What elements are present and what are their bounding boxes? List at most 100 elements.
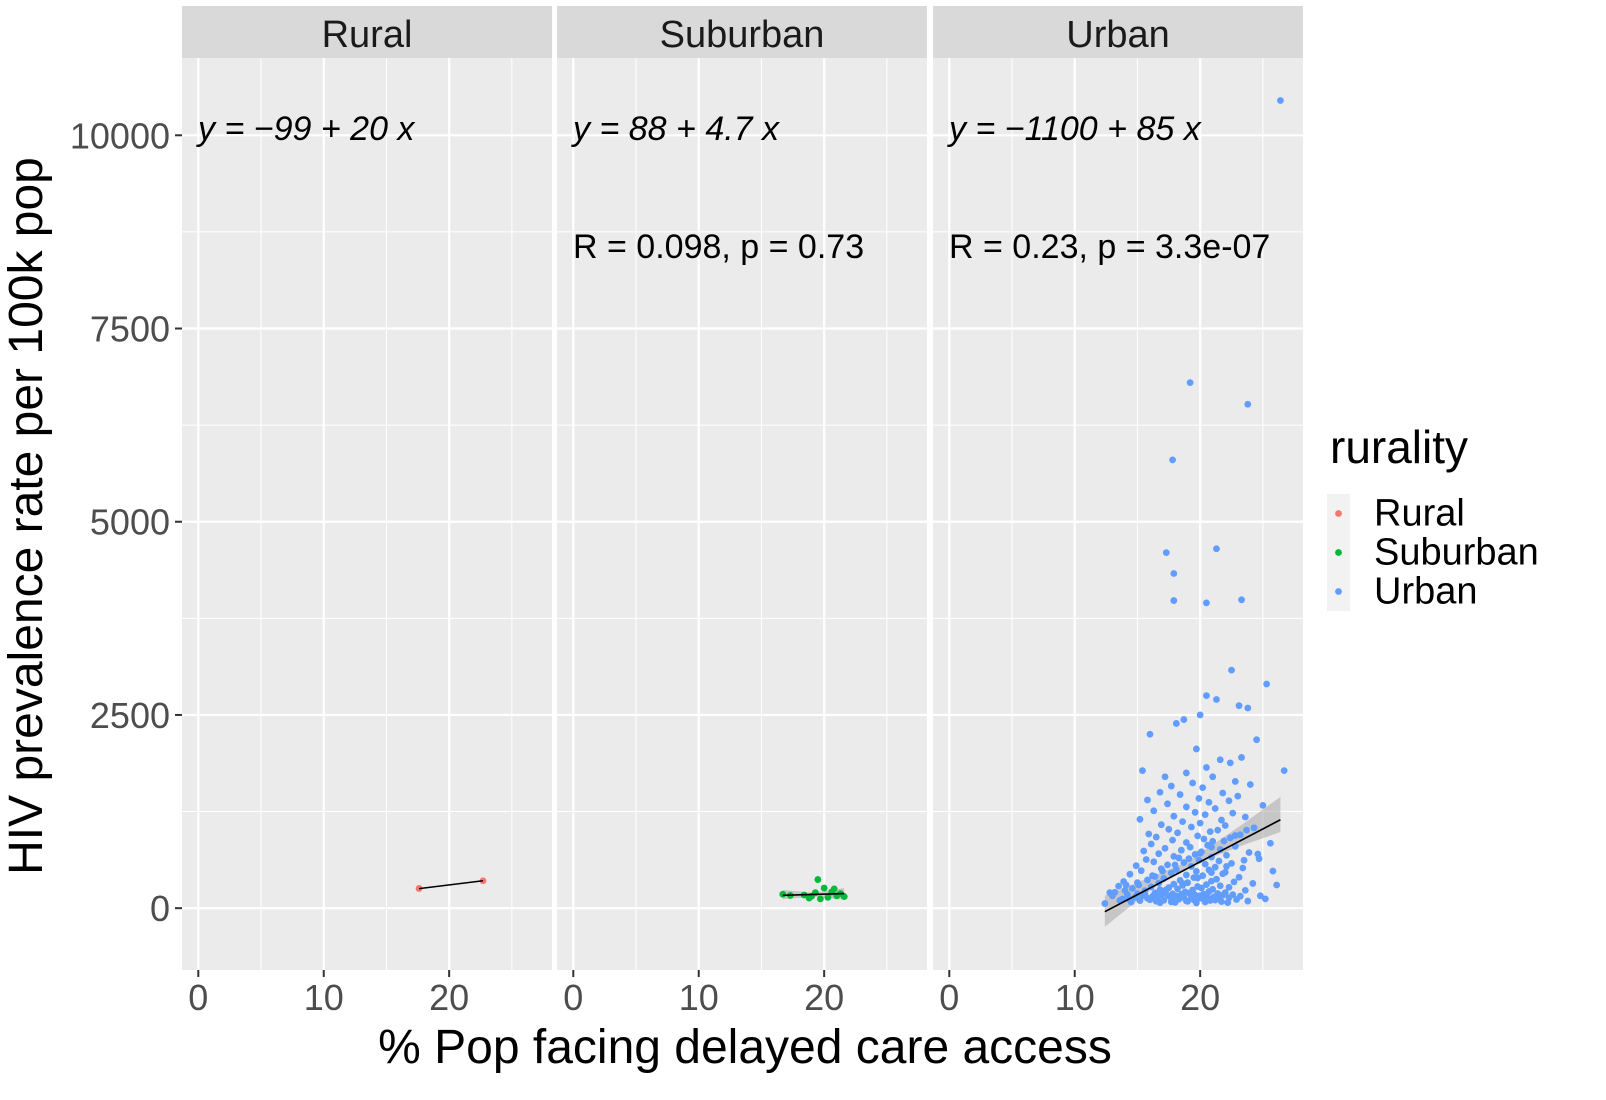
data-point (1226, 759, 1234, 767)
data-point (1149, 872, 1156, 880)
data-point (1228, 666, 1235, 674)
data-point (1230, 878, 1238, 886)
data-point (1164, 800, 1171, 808)
data-point (1269, 867, 1277, 875)
x-tick-label: 10 (304, 977, 344, 1018)
data-point (1208, 877, 1215, 885)
data-point (1171, 898, 1179, 906)
legend-key-urban (1335, 588, 1342, 595)
data-point (1229, 809, 1237, 817)
data-point (1174, 885, 1181, 893)
data-point (1184, 879, 1192, 887)
data-point (1196, 849, 1204, 857)
data-point (1215, 857, 1223, 865)
data-point (1241, 886, 1249, 894)
panel-background (933, 58, 1303, 970)
y-tick-label: 2500 (90, 695, 170, 736)
data-point (1208, 869, 1215, 877)
data-point (1171, 861, 1179, 869)
regression-equation: y = −1100 + 85 x (947, 110, 1202, 148)
data-point (1182, 871, 1190, 879)
data-point (814, 876, 822, 883)
data-point (1169, 836, 1176, 844)
data-point (1220, 837, 1228, 845)
data-point (1211, 805, 1219, 812)
panel-urban: Urban y = −1100 + 85 x R = 0.23, p = 3.3e-… (933, 6, 1303, 1018)
data-point (1236, 831, 1244, 839)
data-point (1182, 803, 1190, 811)
data-point (1162, 549, 1170, 557)
y-axis: 0 2500 5000 7500 10000 (70, 115, 182, 929)
data-point (1179, 818, 1186, 826)
data-point (1157, 821, 1165, 829)
data-point (1155, 850, 1163, 858)
data-point (1182, 769, 1190, 777)
data-point (830, 885, 838, 893)
data-point (1150, 858, 1158, 866)
legend-label-rural: Rural (1374, 493, 1465, 535)
facet-strip (933, 6, 1303, 58)
data-point (1225, 883, 1233, 891)
data-point (1136, 815, 1144, 823)
data-point (1231, 832, 1239, 839)
data-point (1280, 767, 1288, 774)
data-point (1205, 888, 1213, 895)
data-point (1211, 863, 1219, 871)
data-point (1216, 756, 1224, 764)
data-point (1194, 874, 1202, 882)
data-point (1170, 880, 1178, 888)
data-point (1223, 863, 1230, 870)
data-point (1231, 778, 1239, 785)
data-point (824, 893, 832, 901)
data-point (1206, 828, 1214, 836)
data-point (1121, 886, 1129, 894)
data-point (1238, 596, 1245, 604)
data-point (1146, 896, 1154, 904)
data-point (1140, 847, 1148, 855)
data-point (1115, 882, 1123, 890)
regression-line (418, 879, 484, 890)
data-point (1263, 680, 1271, 688)
data-point (1174, 829, 1181, 837)
data-point (1194, 832, 1202, 840)
data-point (1189, 779, 1197, 787)
data-point (1201, 898, 1209, 906)
data-point (1165, 825, 1173, 833)
data-point (1177, 846, 1185, 854)
data-point (1161, 844, 1169, 852)
data-point (1221, 822, 1229, 829)
y-tick-label: 10000 (70, 115, 170, 156)
data-point (1175, 854, 1183, 862)
data-point (1139, 767, 1146, 774)
facet-strip-label: Suburban (660, 14, 825, 56)
legend-title: rurality (1330, 421, 1468, 473)
data-point (1219, 789, 1227, 797)
y-tick-label: 5000 (90, 502, 170, 543)
facet-strip-label: Urban (1066, 14, 1170, 56)
data-point (1167, 869, 1175, 877)
data-point (1200, 835, 1208, 843)
data-point (1192, 899, 1200, 907)
data-point (1273, 881, 1281, 889)
data-point (1240, 856, 1248, 864)
data-point (1246, 781, 1254, 788)
data-point (1238, 754, 1245, 761)
data-point (1249, 880, 1257, 887)
data-point (1228, 859, 1235, 867)
data-point (1192, 868, 1200, 875)
regression-line (782, 892, 845, 897)
data-point (1106, 889, 1114, 897)
data-point (1126, 870, 1134, 878)
data-point (1156, 899, 1164, 907)
data-point (1101, 900, 1109, 907)
data-point (1136, 897, 1144, 904)
data-point (805, 894, 813, 902)
data-point (1209, 773, 1217, 781)
data-point (1144, 796, 1151, 804)
x-tick-label: 0 (939, 977, 959, 1018)
data-point (1169, 456, 1176, 464)
data-point (1219, 870, 1227, 878)
data-point (1184, 897, 1192, 905)
facet-strip (557, 6, 927, 58)
